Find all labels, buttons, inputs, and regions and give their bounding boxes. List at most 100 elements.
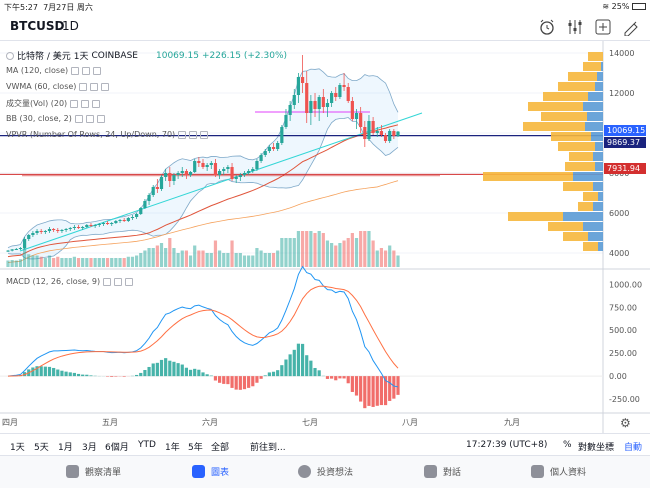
goto-button[interactable]: 前往到...	[250, 443, 286, 453]
draw-tool-icon[interactable]	[622, 18, 640, 36]
vpvr-bar-down	[563, 212, 603, 221]
range-5y[interactable]: 5年	[188, 443, 203, 453]
visibility-icon[interactable]	[70, 99, 79, 108]
macd-histogram-bar	[234, 376, 238, 390]
vpvr-bar-down	[587, 112, 603, 121]
volume-bar	[367, 231, 371, 267]
settings-icon[interactable]	[85, 114, 94, 123]
visibility-icon[interactable]	[79, 82, 88, 91]
macd-histogram-bar	[209, 375, 213, 377]
range-1y[interactable]: 1年	[165, 443, 180, 453]
range-3m[interactable]: 3月	[82, 443, 97, 453]
tab-watchlist[interactable]: 觀察清單	[66, 465, 121, 478]
volume-bar	[155, 245, 159, 267]
settings-icon[interactable]	[82, 66, 91, 75]
candle-body	[89, 225, 93, 226]
macd-histogram-bar	[305, 355, 309, 377]
volume-bar	[346, 238, 350, 267]
macd-histogram-bar	[151, 363, 155, 377]
macd-histogram-bar	[201, 372, 205, 377]
macd-histogram-bar	[47, 366, 52, 377]
candle-body	[105, 223, 110, 224]
collapse-icon[interactable]	[6, 51, 14, 60]
legend-vwma: VWMA (60, close)	[6, 82, 110, 91]
macd-histogram-bar	[276, 370, 280, 377]
indicators-icon[interactable]	[566, 18, 584, 36]
candle-body	[85, 225, 89, 227]
visibility-icon[interactable]	[178, 130, 187, 139]
log-toggle[interactable]: 對數坐標	[578, 443, 615, 453]
candle-body	[122, 220, 126, 221]
auto-toggle[interactable]: 自動	[624, 443, 643, 453]
close-icon[interactable]	[92, 99, 101, 108]
candle-body	[93, 225, 97, 226]
percent-toggle[interactable]: %	[563, 440, 572, 450]
interval-button[interactable]: 1D	[62, 19, 79, 33]
settings-icon[interactable]	[189, 130, 198, 139]
chart-icon	[192, 465, 205, 478]
candle-body	[371, 121, 375, 133]
tab-chats[interactable]: 對話	[424, 465, 461, 478]
macd-histogram-bar	[31, 367, 35, 377]
range-1d[interactable]: 1天	[10, 443, 25, 453]
tab-label: 個人資料	[550, 468, 587, 478]
vpvr-bar-down	[588, 232, 603, 241]
close-icon[interactable]	[101, 82, 110, 91]
macd-histogram-bar	[296, 343, 301, 377]
candle-body	[60, 230, 64, 231]
macd-histogram-bar	[363, 376, 367, 409]
candle-body	[47, 229, 52, 231]
macd-histogram-bar	[334, 376, 338, 381]
tab-chart[interactable]: 圖表	[192, 465, 229, 478]
visibility-icon[interactable]	[74, 114, 83, 123]
candle-body	[230, 167, 234, 179]
status-battery: ≋ 25%	[602, 2, 646, 11]
candle-body	[346, 87, 350, 101]
close-icon[interactable]	[93, 66, 102, 75]
range-6m[interactable]: 6個月	[105, 443, 129, 453]
candle-body	[238, 175, 242, 177]
macd-histogram-bar	[213, 376, 218, 381]
candle-body	[135, 214, 139, 217]
visibility-icon[interactable]	[71, 66, 80, 75]
candle-body	[126, 218, 130, 221]
alarm-icon[interactable]	[538, 18, 556, 36]
settings-gear-icon[interactable]: ⚙	[620, 416, 631, 430]
candle-body	[168, 173, 172, 181]
volume-bar	[97, 258, 101, 267]
close-icon[interactable]	[96, 114, 105, 123]
volume-bar	[139, 253, 143, 267]
visibility-icon[interactable]	[103, 277, 112, 286]
add-chart-icon[interactable]	[594, 18, 612, 36]
vpvr-bar-down	[601, 62, 603, 71]
tab-profile[interactable]: 個人資料	[531, 465, 586, 478]
legend-change: +226.15 (+2.30%)	[201, 50, 288, 61]
candle-body	[27, 235, 31, 239]
time-tick-label: 七月	[302, 418, 318, 427]
macd-histogram-bar	[39, 366, 43, 377]
tab-ideas[interactable]: 投資想法	[298, 465, 353, 478]
macd-histogram-bar	[159, 359, 164, 377]
candle-body	[205, 165, 209, 167]
range-ytd[interactable]: YTD	[138, 440, 156, 450]
macd-tick-label: 1000.00	[609, 280, 642, 289]
volume-bar	[64, 258, 68, 267]
settings-icon[interactable]	[81, 99, 90, 108]
vpvr-bar-down	[595, 142, 603, 151]
legend-macd-label: MACD (12, 26, close, 9)	[6, 277, 101, 286]
price-tick-label: 4000	[609, 249, 629, 258]
clock-readout[interactable]: 17:27:39 (UTC+8)	[466, 440, 548, 450]
range-1m[interactable]: 1月	[58, 443, 73, 453]
symbol-label[interactable]: BTCUSD	[10, 19, 65, 33]
settings-icon[interactable]	[90, 82, 99, 91]
candle-body	[76, 227, 81, 228]
volume-bar	[255, 248, 259, 267]
close-icon[interactable]	[125, 277, 134, 286]
range-5d[interactable]: 5天	[34, 443, 49, 453]
close-icon[interactable]	[200, 130, 209, 139]
ma-line	[7, 180, 399, 263]
tab-label: 投資想法	[317, 468, 354, 478]
price-chart[interactable]: 400060008000100001200014000-250.000.0025…	[0, 41, 650, 433]
settings-icon[interactable]	[114, 277, 123, 286]
range-all[interactable]: 全部	[211, 443, 230, 453]
